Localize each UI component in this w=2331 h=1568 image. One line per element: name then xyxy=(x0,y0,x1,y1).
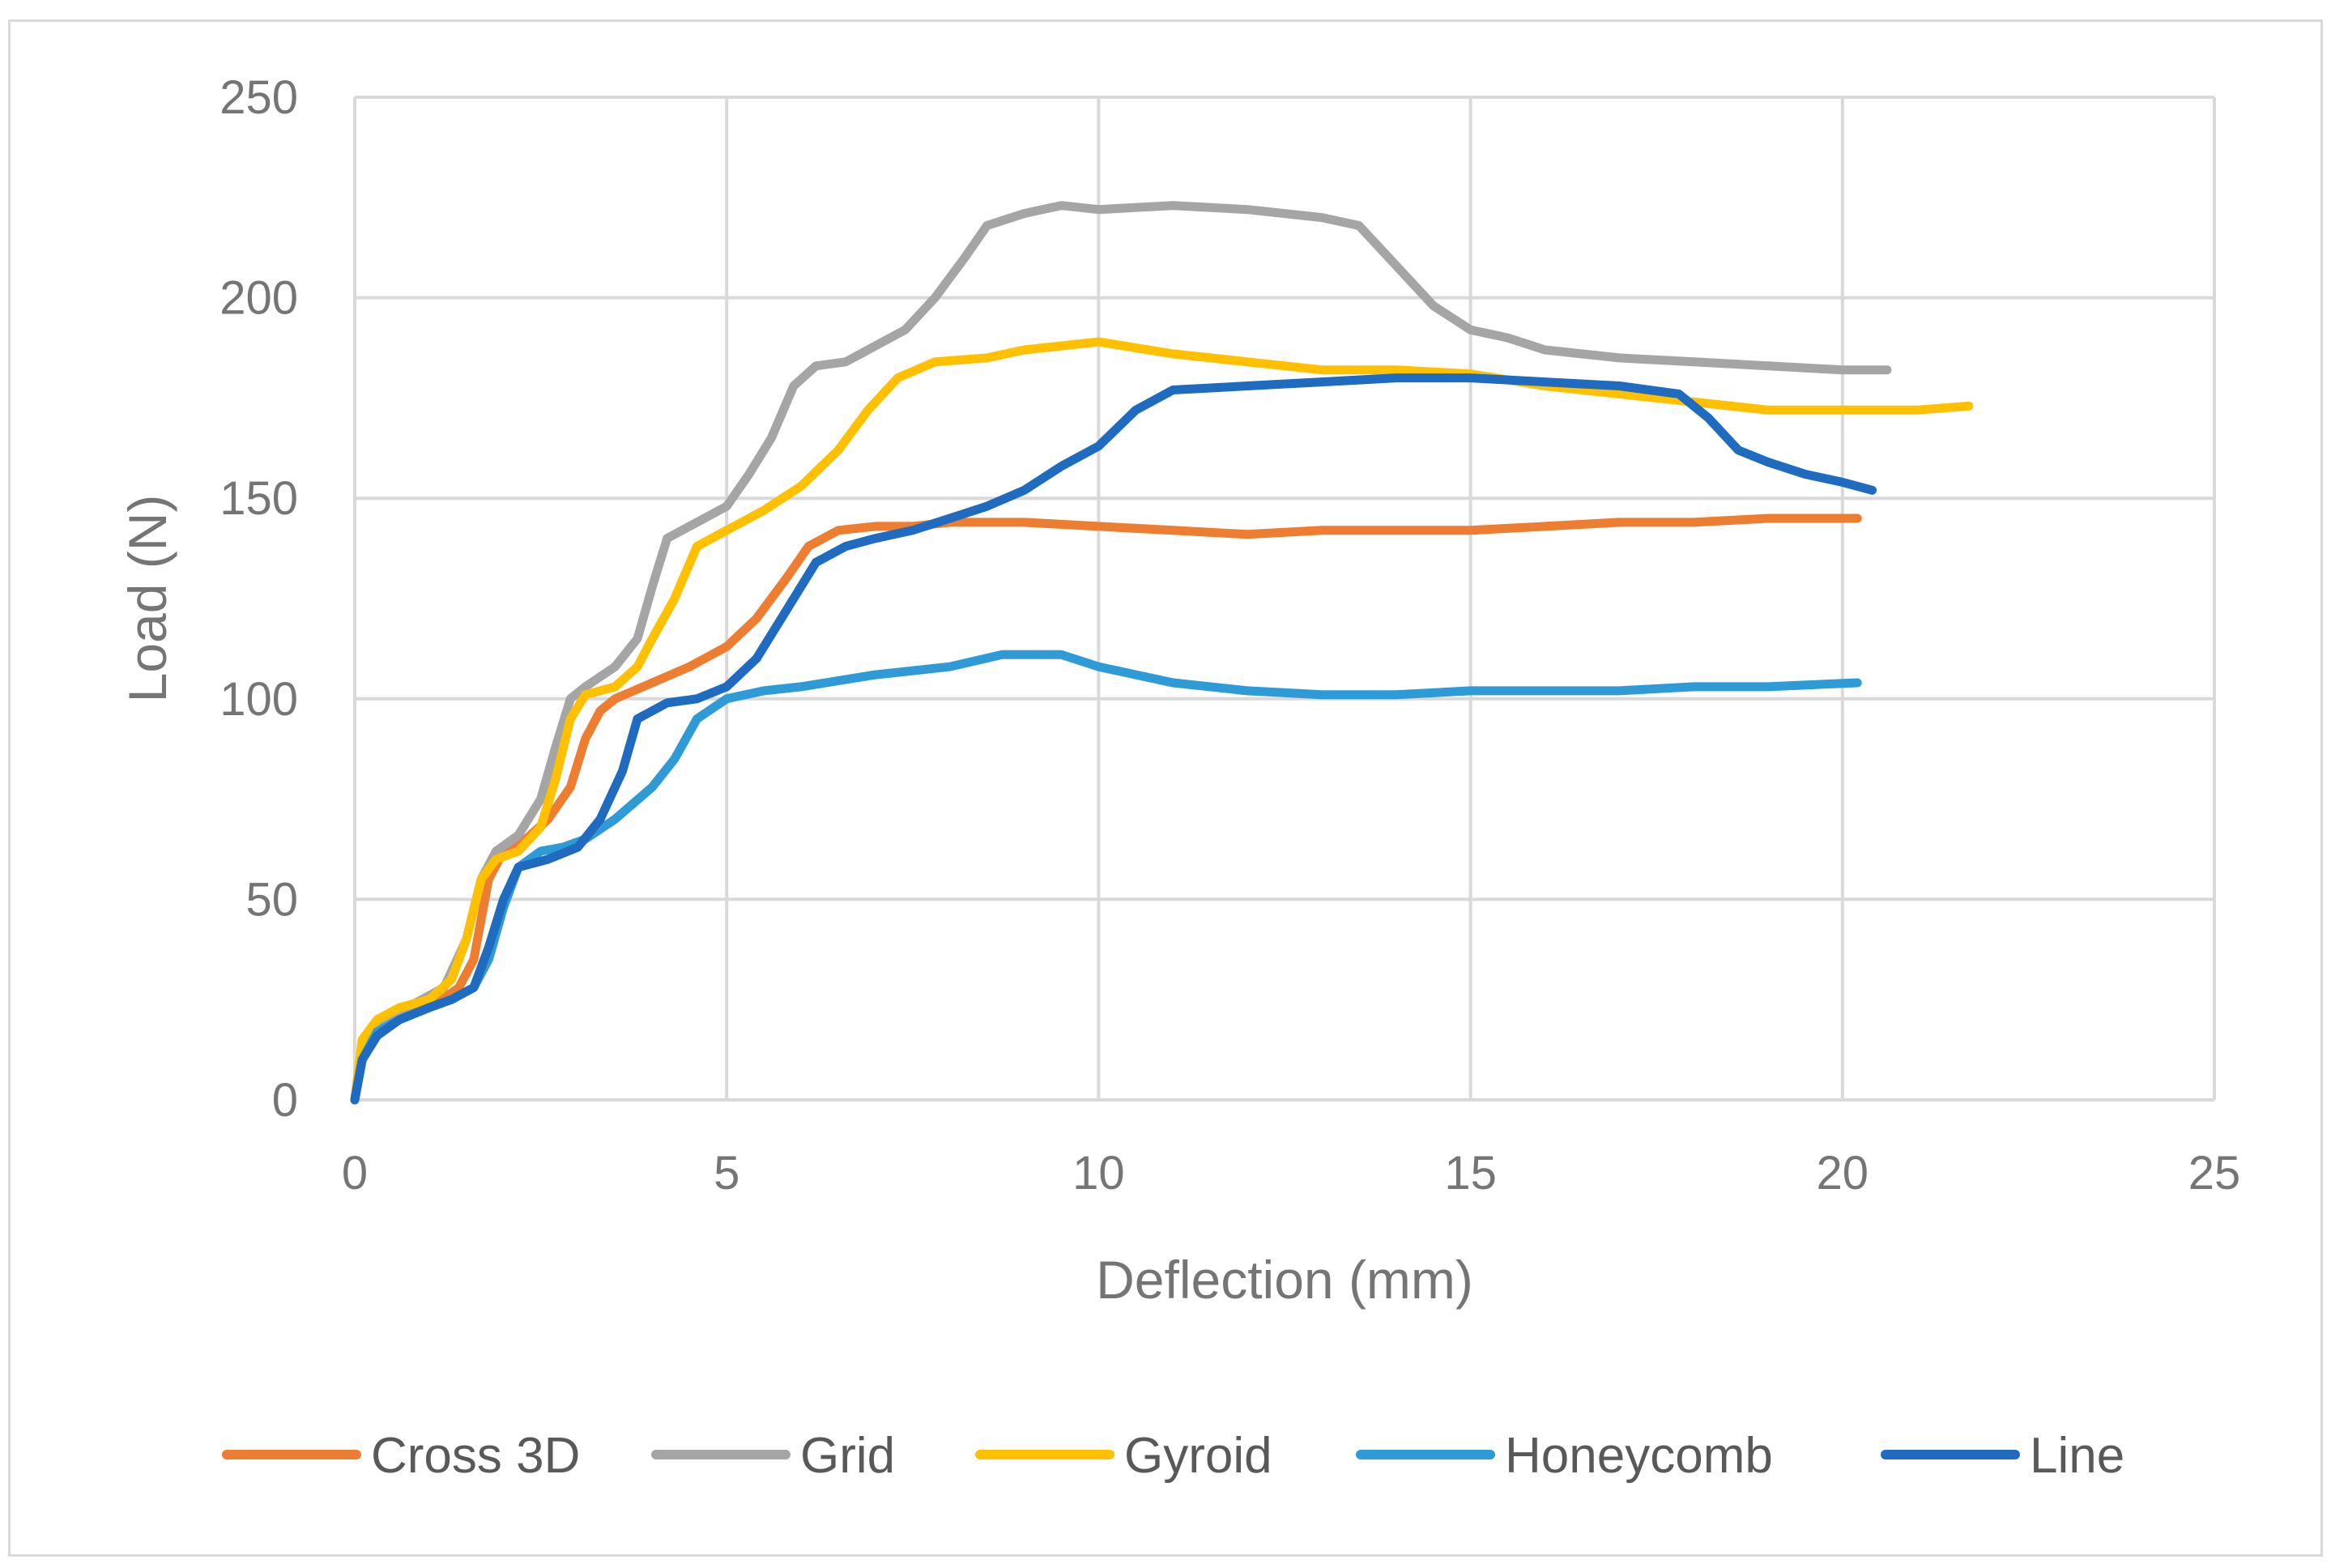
legend-label-grid: Grid xyxy=(800,1428,895,1484)
y-tick-label: 100 xyxy=(219,673,298,726)
x-tick-label: 0 xyxy=(342,1147,368,1199)
y-tick-label: 150 xyxy=(219,472,298,525)
chart-frame xyxy=(8,19,2323,1557)
series-line-line xyxy=(350,373,1877,1105)
y-axis-title: Load (N) xyxy=(117,495,177,703)
y-tick-label: 250 xyxy=(219,71,298,124)
x-tick-label: 10 xyxy=(1072,1147,1125,1199)
series-lines xyxy=(350,201,1974,1105)
x-axis-title: Deflection (mm) xyxy=(1096,1250,1473,1310)
x-tick-labels: 0 5 10 15 20 25 xyxy=(342,1147,2240,1199)
series-line-grid xyxy=(350,201,1892,1105)
legend: Cross 3D Grid Gyroid Honeycomb Line xyxy=(222,1428,2124,1484)
legend-label-cross-3d: Cross 3D xyxy=(371,1428,580,1484)
x-tick-label: 5 xyxy=(714,1147,739,1199)
series-line-honeycomb xyxy=(350,650,1862,1105)
x-tick-label: 15 xyxy=(1444,1147,1497,1199)
y-tick-label: 200 xyxy=(219,272,298,325)
legend-label-honeycomb: Honeycomb xyxy=(1505,1428,1773,1484)
gridlines xyxy=(353,96,2216,1101)
legend-label-gyroid: Gyroid xyxy=(1124,1428,1272,1484)
x-tick-label: 20 xyxy=(1817,1147,1869,1199)
y-tick-labels: 0 50 100 150 200 250 xyxy=(219,71,298,1127)
y-tick-label: 50 xyxy=(245,873,298,926)
x-tick-label: 25 xyxy=(2188,1147,2241,1199)
series-line-cross-3d xyxy=(350,513,1862,1105)
y-tick-label: 0 xyxy=(272,1074,298,1127)
legend-label-line: Line xyxy=(2030,1428,2124,1484)
